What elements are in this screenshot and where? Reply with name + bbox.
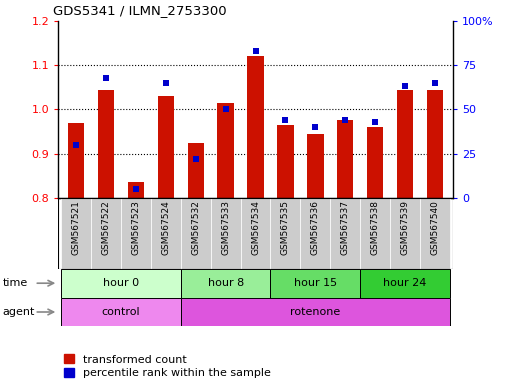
Text: GSM567521: GSM567521 xyxy=(72,200,80,255)
Bar xyxy=(300,198,330,269)
Bar xyxy=(210,198,240,269)
Bar xyxy=(180,269,270,298)
Point xyxy=(400,83,408,89)
Text: GSM567540: GSM567540 xyxy=(430,200,438,255)
Bar xyxy=(426,89,442,198)
Bar xyxy=(61,298,180,326)
Bar xyxy=(270,269,360,298)
Text: GSM567537: GSM567537 xyxy=(340,200,349,255)
Text: GDS5341 / ILMN_2753300: GDS5341 / ILMN_2753300 xyxy=(53,4,226,17)
Bar xyxy=(360,269,449,298)
Bar xyxy=(61,269,180,298)
Bar xyxy=(330,198,360,269)
Bar xyxy=(360,198,389,269)
Bar xyxy=(270,198,300,269)
Bar xyxy=(396,89,413,198)
Bar xyxy=(157,96,174,198)
Text: GSM567533: GSM567533 xyxy=(221,200,230,255)
Point xyxy=(162,80,170,86)
Text: GSM567524: GSM567524 xyxy=(161,200,170,255)
Text: agent: agent xyxy=(3,307,35,317)
Text: hour 0: hour 0 xyxy=(103,278,139,288)
Bar xyxy=(217,103,233,198)
Text: hour 24: hour 24 xyxy=(383,278,426,288)
Text: GSM567539: GSM567539 xyxy=(400,200,409,255)
Point xyxy=(430,80,438,86)
Bar xyxy=(307,134,323,198)
Text: GSM567535: GSM567535 xyxy=(280,200,289,255)
Point xyxy=(132,186,140,192)
Text: GSM567536: GSM567536 xyxy=(310,200,319,255)
Point xyxy=(221,106,229,113)
Point xyxy=(340,117,348,123)
Point xyxy=(72,142,80,148)
Text: GSM567538: GSM567538 xyxy=(370,200,379,255)
Bar xyxy=(91,198,121,269)
Bar xyxy=(68,123,84,198)
Bar xyxy=(366,127,383,198)
Point xyxy=(370,119,378,125)
Text: GSM567532: GSM567532 xyxy=(191,200,200,255)
Bar xyxy=(97,89,114,198)
Legend: transformed count, percentile rank within the sample: transformed count, percentile rank withi… xyxy=(64,354,270,379)
Bar xyxy=(121,198,150,269)
Point xyxy=(251,48,259,54)
Text: hour 8: hour 8 xyxy=(207,278,243,288)
Bar xyxy=(180,298,449,326)
Point xyxy=(281,117,289,123)
Text: GSM567522: GSM567522 xyxy=(102,200,110,255)
Text: rotenone: rotenone xyxy=(290,307,340,317)
Text: GSM567523: GSM567523 xyxy=(131,200,140,255)
Bar xyxy=(419,198,449,269)
Bar xyxy=(247,56,263,198)
Bar xyxy=(389,198,419,269)
Bar xyxy=(127,182,144,198)
Bar xyxy=(150,198,180,269)
Text: control: control xyxy=(102,307,140,317)
Point xyxy=(311,124,319,130)
Bar xyxy=(240,198,270,269)
Point xyxy=(102,74,110,81)
Bar xyxy=(187,142,204,198)
Text: time: time xyxy=(3,278,28,288)
Bar xyxy=(277,125,293,198)
Point xyxy=(191,156,199,162)
Text: hour 15: hour 15 xyxy=(293,278,336,288)
Bar xyxy=(180,198,210,269)
Bar xyxy=(61,198,91,269)
Text: GSM567534: GSM567534 xyxy=(250,200,260,255)
Bar xyxy=(336,121,353,198)
